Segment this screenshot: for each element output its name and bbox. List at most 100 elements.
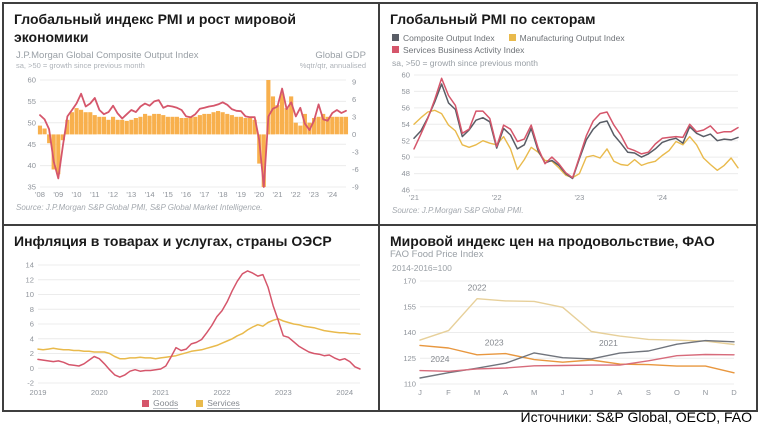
svg-text:50: 50 [402,152,410,161]
svg-text:'24: '24 [657,193,667,202]
svg-text:'18: '18 [218,190,228,199]
bar [156,114,161,135]
bar [202,114,207,135]
bar [270,96,276,135]
svg-text:-9: -9 [352,183,359,192]
series-fao-2024 [419,353,735,372]
svg-text:'08: '08 [35,190,45,199]
svg-text:3: 3 [352,113,356,122]
bar [321,114,326,135]
svg-text:'12: '12 [108,190,118,199]
bar [83,112,88,135]
bar [298,125,303,135]
bar [261,134,266,188]
legend-label: Services Business Activity Index [403,44,525,55]
bar [56,134,61,175]
svg-text:14: 14 [26,260,34,269]
svg-text:45: 45 [28,140,36,149]
bar [165,116,170,135]
svg-text:40: 40 [28,161,36,170]
legend-swatch-goods [142,399,150,407]
svg-text:J: J [561,388,565,397]
bar [170,116,175,135]
source-note: Source: J.P.Morgan S&P Global PMI, S&P G… [16,203,263,213]
bar [280,93,285,135]
svg-text:50: 50 [28,119,36,128]
bar [161,115,166,135]
svg-text:J: J [418,388,422,397]
svg-text:46: 46 [402,185,410,194]
bar [266,80,271,135]
svg-text:'17: '17 [199,190,209,199]
svg-text:2024: 2024 [431,354,450,364]
svg-text:'13: '13 [126,190,136,199]
chart-subtitle: FAO Food Price Index [390,248,484,260]
svg-text:0: 0 [30,363,34,372]
series-services [37,317,361,359]
pmi-sectors-chart: 60 58 56 54 52 50 48 46'21 '22 '23 '24 [402,70,739,202]
bar [234,116,239,135]
right-axis-caption: Global GDP [315,50,366,61]
legend: Goods Services [14,398,368,409]
panel-pmi-gdp: Глобальный индекс PMI и рост мировой эко… [4,4,380,226]
bar [334,116,339,135]
bar [289,96,294,135]
bar [147,115,152,135]
bar [133,118,138,135]
panel-title: Инфляция в товарах и услугах, страны ОЭС… [14,233,332,249]
svg-text:140: 140 [403,328,416,337]
svg-text:52: 52 [402,136,410,145]
svg-text:2021: 2021 [152,388,169,397]
bar [184,118,189,135]
svg-text:M: M [474,388,480,397]
svg-text:0: 0 [352,130,356,139]
svg-text:'23: '23 [309,190,319,199]
sources-caption: Источники: S&P Global, OECD, FAO [520,409,753,425]
legend-item-goods: Goods [142,398,179,409]
svg-text:F: F [446,388,451,397]
legend-item-services: Services Business Activity Index [392,45,744,55]
bar [179,118,184,135]
bar [92,115,97,135]
legend-label: Manufacturing Output Index [519,32,625,43]
svg-text:6: 6 [352,95,356,104]
svg-text:'19: '19 [236,190,246,199]
bar [188,116,193,135]
bar [229,115,234,135]
legend-item-manufacturing: Manufacturing Output Index [508,32,625,43]
svg-text:6: 6 [30,319,34,328]
series-composite-output [413,82,739,179]
panel-pmi-sectors: Глобальный PMI по секторам Composite Out… [380,4,756,226]
svg-text:A: A [503,388,509,397]
svg-text:'09: '09 [53,190,63,199]
svg-text:J: J [589,388,593,397]
svg-text:110: 110 [404,379,416,388]
bar [284,108,289,135]
left-axis-caption: J.P.Morgan Global Composite Output Index [16,50,199,61]
legend-swatch-composite [392,34,399,41]
bar [65,119,70,135]
svg-text:'24: '24 [327,190,337,199]
bar [238,116,244,135]
svg-text:170: 170 [403,276,416,285]
bar [174,116,180,135]
bar [124,121,129,135]
svg-text:D: D [731,388,737,397]
svg-text:'10: '10 [72,190,82,199]
bar [60,134,65,141]
bar [243,118,248,135]
svg-text:54: 54 [402,119,410,128]
legend: Composite Output Index Manufacturing Out… [392,33,744,55]
svg-text:'16: '16 [181,190,191,199]
svg-text:2024: 2024 [336,388,353,397]
bar [330,116,335,135]
svg-text:2019: 2019 [30,388,47,397]
svg-text:4: 4 [30,334,34,343]
panel-title: Глобальный индекс PMI и рост мировой эко… [14,11,296,45]
chart-grid: Глобальный индекс PMI и рост мировой эко… [2,2,758,412]
panel-title: Мировой индекс цен на продовольствие, ФА… [390,233,715,249]
bar [51,134,56,170]
svg-text:M: M [531,388,537,397]
svg-text:'20: '20 [254,190,264,199]
